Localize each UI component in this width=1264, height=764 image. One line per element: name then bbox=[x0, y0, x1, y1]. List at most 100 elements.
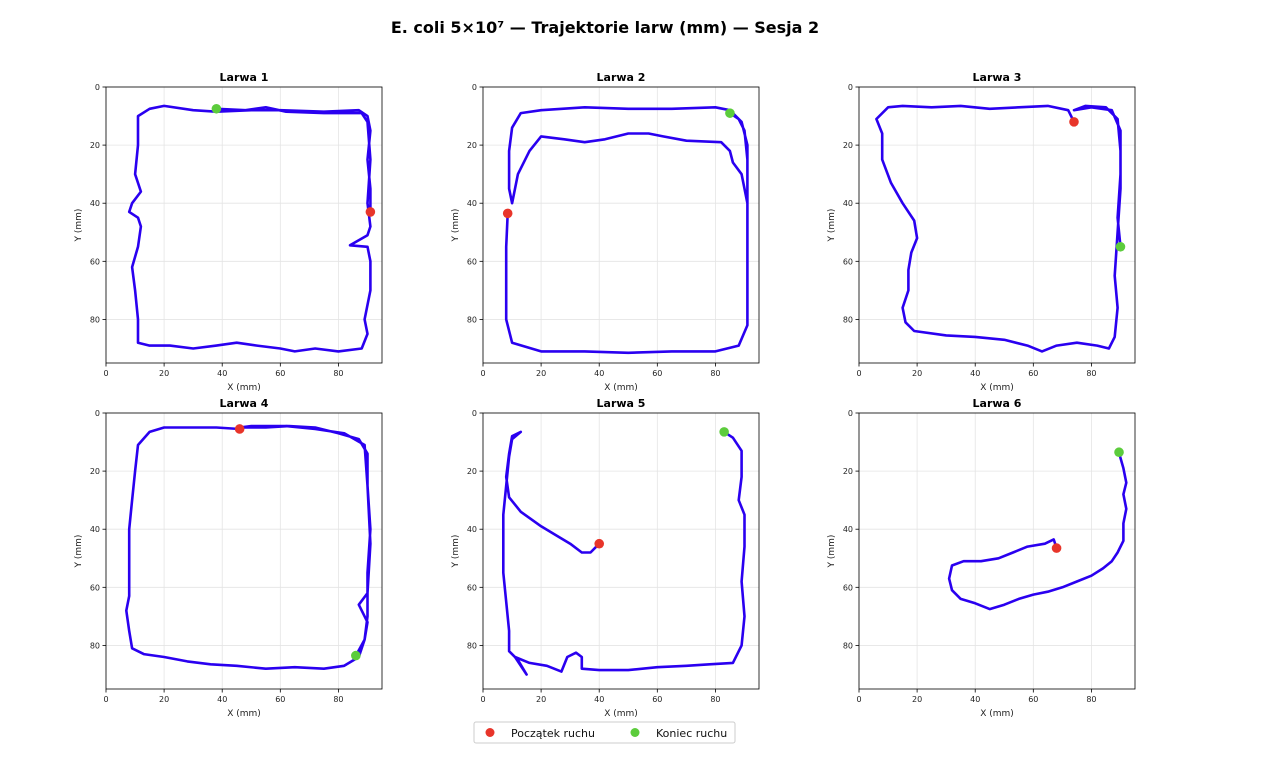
y-tick-label: 20 bbox=[90, 141, 100, 150]
y-tick-label: 40 bbox=[843, 199, 853, 208]
x-axis-label: X (mm) bbox=[980, 383, 1014, 393]
y-tick-label: 60 bbox=[843, 257, 853, 266]
y-axis-label: Y (mm) bbox=[451, 535, 461, 569]
axes-frame bbox=[105, 412, 383, 690]
plot-area bbox=[859, 413, 1135, 689]
x-tick-label: 0 bbox=[856, 369, 861, 378]
x-tick-label: 80 bbox=[333, 695, 343, 704]
trajectory-line bbox=[504, 106, 749, 355]
y-tick-label: 60 bbox=[843, 583, 853, 592]
x-axis-label: X (mm) bbox=[227, 383, 261, 393]
x-axis-label: X (mm) bbox=[980, 709, 1014, 719]
y-tick-label: 0 bbox=[472, 409, 477, 418]
x-tick-label: 40 bbox=[970, 695, 980, 704]
end-marker bbox=[351, 650, 361, 661]
y-axis-label: Y (mm) bbox=[74, 535, 84, 569]
y-tick-label: 20 bbox=[90, 467, 100, 476]
x-tick-label: 20 bbox=[536, 695, 546, 704]
subplot-title: Larwa 4 bbox=[220, 397, 269, 410]
y-tick-label: 60 bbox=[467, 583, 477, 592]
figure-title: E. coli 5×10⁷ — Trajektorie larw (mm) — … bbox=[391, 18, 819, 37]
x-tick-label: 60 bbox=[652, 369, 662, 378]
subplot-2: 0 20 40 60 80 0 20 40 60 80 Larwa 2 X (mm) Y (mm) bbox=[451, 71, 760, 393]
x-tick-label: 20 bbox=[159, 369, 169, 378]
start-marker bbox=[1069, 117, 1079, 127]
subplot-title: Larwa 2 bbox=[597, 71, 646, 84]
trajectory-line bbox=[947, 450, 1128, 611]
x-tick-label: 0 bbox=[856, 695, 861, 704]
x-tick-label: 80 bbox=[1086, 695, 1096, 704]
subplot-1: 0 20 40 60 80 0 20 40 60 80 Larwa 1 X (mm) Y (mm) bbox=[74, 71, 383, 393]
start-marker bbox=[234, 424, 245, 434]
axes-frame bbox=[482, 412, 760, 690]
y-tick-label: 60 bbox=[90, 583, 100, 592]
x-tick-label: 60 bbox=[1028, 695, 1038, 704]
y-tick-label: 60 bbox=[467, 257, 477, 266]
y-tick-label: 40 bbox=[843, 525, 853, 534]
plot-area bbox=[106, 87, 382, 363]
plot-area bbox=[483, 413, 759, 689]
legend-start-marker bbox=[485, 728, 495, 737]
x-tick-label: 0 bbox=[103, 369, 108, 378]
y-axis-label: Y (mm) bbox=[827, 535, 837, 569]
legend-end-marker bbox=[630, 728, 640, 737]
y-tick-label: 40 bbox=[90, 525, 100, 534]
x-tick-label: 60 bbox=[1028, 369, 1038, 378]
subplot-5: 0 20 40 60 80 0 20 40 60 80 Larwa 5 X (mm) Y (mm) bbox=[451, 397, 760, 719]
legend-start-label: Początek ruchu bbox=[511, 727, 595, 740]
x-tick-label: 40 bbox=[594, 369, 604, 378]
x-axis-label: X (mm) bbox=[604, 383, 638, 393]
plot-area bbox=[859, 87, 1135, 363]
plot-area bbox=[106, 413, 382, 689]
y-tick-label: 80 bbox=[467, 641, 477, 650]
y-tick-label: 40 bbox=[467, 199, 477, 208]
axes-frame bbox=[858, 86, 1136, 364]
x-tick-label: 0 bbox=[103, 695, 108, 704]
axes-frame bbox=[482, 86, 760, 364]
y-tick-label: 0 bbox=[848, 83, 853, 92]
axes-frame bbox=[105, 86, 383, 364]
x-tick-label: 20 bbox=[912, 369, 922, 378]
x-tick-label: 0 bbox=[480, 695, 485, 704]
x-axis-label: X (mm) bbox=[227, 709, 261, 719]
start-marker bbox=[502, 208, 513, 219]
y-axis-label: Y (mm) bbox=[74, 209, 84, 243]
trajectory-line bbox=[501, 430, 746, 676]
y-tick-label: 80 bbox=[467, 315, 477, 324]
x-tick-label: 20 bbox=[159, 695, 169, 704]
y-axis-label: Y (mm) bbox=[451, 209, 461, 243]
start-marker bbox=[365, 207, 376, 217]
end-marker bbox=[725, 108, 735, 118]
y-tick-label: 80 bbox=[90, 641, 100, 650]
start-marker bbox=[1051, 543, 1062, 553]
x-tick-label: 40 bbox=[970, 369, 980, 378]
legend-end-label: Koniec ruchu bbox=[656, 727, 727, 740]
x-tick-label: 40 bbox=[217, 695, 227, 704]
legend: Początek ruchu Koniec ruchu bbox=[473, 721, 736, 744]
x-tick-label: 20 bbox=[536, 369, 546, 378]
x-tick-label: 60 bbox=[275, 369, 285, 378]
end-marker bbox=[1115, 241, 1126, 252]
y-tick-label: 20 bbox=[467, 467, 477, 476]
subplot-title: Larwa 1 bbox=[220, 71, 269, 84]
y-tick-label: 80 bbox=[90, 315, 100, 324]
end-marker bbox=[1114, 447, 1124, 458]
y-tick-label: 0 bbox=[95, 83, 100, 92]
end-marker bbox=[719, 427, 729, 437]
y-tick-label: 20 bbox=[467, 141, 477, 150]
y-tick-label: 40 bbox=[90, 199, 100, 208]
trajectory-line bbox=[125, 424, 372, 671]
end-marker bbox=[211, 103, 222, 114]
x-tick-label: 0 bbox=[480, 369, 485, 378]
y-tick-label: 40 bbox=[467, 525, 477, 534]
subplot-4: 0 20 40 60 80 0 20 40 60 80 Larwa 4 X (mm) Y (mm) bbox=[74, 397, 383, 719]
subplot-3: 0 20 40 60 80 0 20 40 60 80 Larwa 3 X (mm) Y (mm) bbox=[827, 71, 1136, 393]
trajectory-line bbox=[127, 104, 372, 353]
y-tick-label: 20 bbox=[843, 141, 853, 150]
trajectory-line bbox=[875, 104, 1122, 353]
x-tick-label: 80 bbox=[710, 695, 720, 704]
y-tick-label: 0 bbox=[95, 409, 100, 418]
x-tick-label: 60 bbox=[652, 695, 662, 704]
x-axis-label: X (mm) bbox=[604, 709, 638, 719]
